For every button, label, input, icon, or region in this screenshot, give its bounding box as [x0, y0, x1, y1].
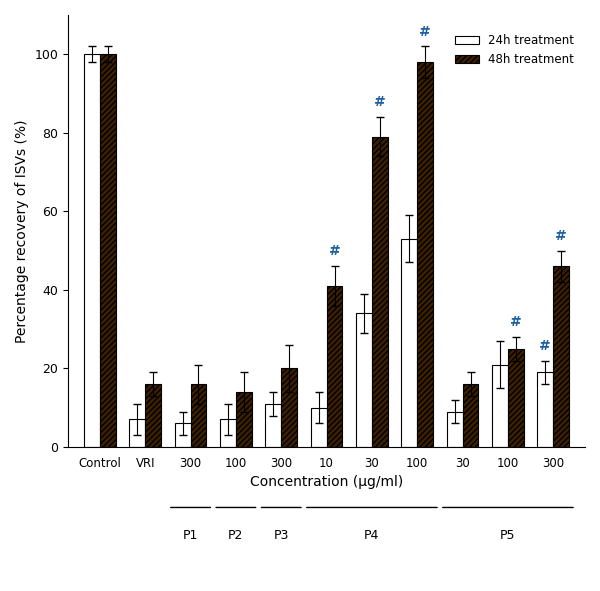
Text: P5: P5 — [500, 529, 515, 542]
Text: #: # — [329, 245, 340, 258]
Text: #: # — [539, 339, 551, 353]
Bar — [236, 392, 252, 447]
X-axis label: Concentration (µg/ml): Concentration (µg/ml) — [250, 475, 403, 489]
Bar — [100, 54, 116, 447]
Bar — [130, 420, 145, 447]
Legend: 24h treatment, 48h treatment: 24h treatment, 48h treatment — [451, 30, 579, 71]
Bar — [311, 408, 326, 447]
Bar — [538, 372, 553, 447]
Bar — [84, 54, 100, 447]
Text: #: # — [510, 315, 522, 329]
Text: P1: P1 — [183, 529, 198, 542]
Bar — [372, 137, 388, 447]
Text: P2: P2 — [228, 529, 244, 542]
Text: #: # — [556, 229, 567, 243]
Bar — [463, 384, 478, 447]
Bar — [356, 313, 372, 447]
Bar — [265, 404, 281, 447]
Y-axis label: Percentage recovery of ISVs (%): Percentage recovery of ISVs (%) — [15, 119, 29, 343]
Text: P4: P4 — [364, 529, 380, 542]
Text: P3: P3 — [274, 529, 289, 542]
Text: #: # — [374, 95, 386, 109]
Bar — [401, 239, 417, 447]
Bar — [508, 349, 524, 447]
Bar — [175, 423, 191, 447]
Bar — [447, 412, 463, 447]
Bar — [191, 384, 206, 447]
Bar — [417, 62, 433, 447]
Bar — [326, 286, 343, 447]
Text: #: # — [419, 25, 431, 38]
Bar — [145, 384, 161, 447]
Bar — [492, 365, 508, 447]
Bar — [281, 368, 297, 447]
Bar — [220, 420, 236, 447]
Bar — [553, 267, 569, 447]
